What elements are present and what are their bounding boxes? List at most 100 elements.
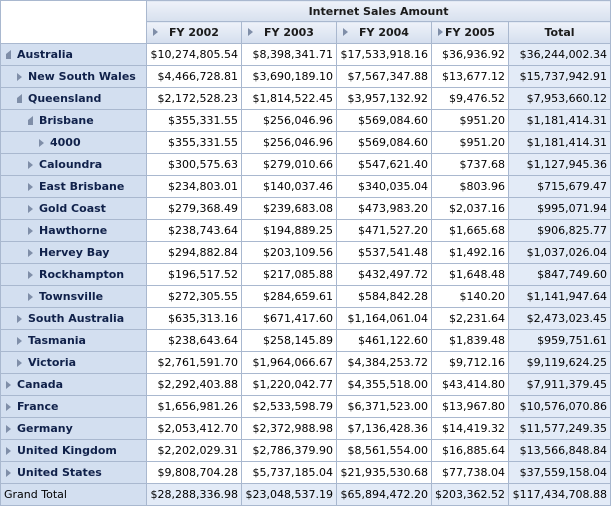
row-header-label: United States: [17, 466, 102, 479]
row-header[interactable]: 4000: [0, 131, 147, 154]
expand-arrow-icon[interactable]: [153, 28, 158, 36]
value-cell: $951.20: [431, 131, 509, 154]
row-header[interactable]: Rockhampton: [0, 263, 147, 286]
row-header-label: Hawthorne: [39, 224, 108, 237]
value-cell: $238,743.64: [146, 219, 242, 242]
value-cell: $8,398,341.71: [241, 43, 337, 66]
value-cell: $4,355,518.00: [336, 373, 432, 396]
expand-arrow-icon[interactable]: [6, 447, 11, 455]
expand-arrow-icon[interactable]: [28, 227, 33, 235]
row-header[interactable]: New South Wales: [0, 65, 147, 88]
column-header-fy-2003[interactable]: FY 2003: [241, 21, 337, 44]
value-cell: $203,362.52: [431, 483, 509, 506]
expand-arrow-icon[interactable]: [17, 73, 22, 81]
value-cell: $9,712.16: [431, 351, 509, 374]
total-cell: $1,037,026.04: [507, 241, 611, 264]
value-cell: $2,292,403.88: [146, 373, 242, 396]
expand-arrow-icon[interactable]: [28, 271, 33, 279]
row-header[interactable]: Townsville: [0, 285, 147, 308]
expand-arrow-icon[interactable]: [17, 359, 22, 367]
expand-arrow-icon[interactable]: [343, 28, 348, 36]
row-header[interactable]: South Australia: [0, 307, 147, 330]
row-header[interactable]: Australia: [0, 43, 147, 66]
collapse-arrow-icon[interactable]: [17, 93, 22, 103]
value-cell: $36,936.92: [431, 43, 509, 66]
table-row: Caloundra $300,575.63 $279,010.66 $547,621.…: [0, 153, 611, 176]
row-header[interactable]: Caloundra: [0, 153, 147, 176]
expand-arrow-icon[interactable]: [39, 139, 44, 147]
row-header[interactable]: Hawthorne: [0, 219, 147, 242]
value-cell: $2,372,988.98: [241, 417, 337, 440]
row-header-label: 4000: [50, 136, 81, 149]
row-header[interactable]: France: [0, 395, 147, 418]
row-header[interactable]: Queensland: [0, 87, 147, 110]
measure-header: Internet Sales Amount: [145, 0, 611, 22]
table-row: Canada $2,292,403.88 $1,220,042.77 $4,355,5…: [0, 373, 611, 396]
total-cell: $1,181,414.31: [507, 109, 611, 132]
table-row: Tasmania $238,643.64 $258,145.89 $461,122.6…: [0, 329, 611, 352]
total-cell: $7,953,660.12: [507, 87, 611, 110]
row-header[interactable]: United Kingdom: [0, 439, 147, 462]
expand-arrow-icon[interactable]: [438, 28, 443, 36]
value-cell: $1,814,522.45: [241, 87, 337, 110]
value-cell: $203,109.56: [241, 241, 337, 264]
row-header[interactable]: Canada: [0, 373, 147, 396]
expand-arrow-icon[interactable]: [17, 337, 22, 345]
value-cell: $256,046.96: [241, 109, 337, 132]
column-header-total[interactable]: Total: [507, 21, 611, 44]
total-cell: $11,577,249.35: [507, 417, 611, 440]
value-cell: $194,889.25: [241, 219, 337, 242]
row-header[interactable]: United States: [0, 461, 147, 484]
row-header-label: Germany: [17, 422, 73, 435]
row-header-label: Victoria: [28, 356, 77, 369]
value-cell: $140,037.46: [241, 175, 337, 198]
value-cell: $272,305.55: [146, 285, 242, 308]
value-cell: $2,037.16: [431, 197, 509, 220]
expand-arrow-icon[interactable]: [28, 205, 33, 213]
expand-arrow-icon[interactable]: [28, 183, 33, 191]
pivot-body: Australia $10,274,805.54 $8,398,341.71 $17,…: [0, 43, 611, 506]
value-cell: $1,656,981.26: [146, 395, 242, 418]
collapse-arrow-icon[interactable]: [6, 49, 11, 59]
row-header-label: New South Wales: [28, 70, 136, 83]
value-cell: $737.68: [431, 153, 509, 176]
value-cell: $1,839.48: [431, 329, 509, 352]
total-cell: $847,749.60: [507, 263, 611, 286]
expand-arrow-icon[interactable]: [6, 425, 11, 433]
row-header[interactable]: Victoria: [0, 351, 147, 374]
value-cell: $569,084.60: [336, 131, 432, 154]
value-cell: $671,417.60: [241, 307, 337, 330]
expand-arrow-icon[interactable]: [28, 249, 33, 257]
expand-arrow-icon[interactable]: [6, 403, 11, 411]
total-cell: $995,071.94: [507, 197, 611, 220]
value-cell: $256,046.96: [241, 131, 337, 154]
expand-arrow-icon[interactable]: [17, 315, 22, 323]
value-cell: $355,331.55: [146, 109, 242, 132]
column-header-fy-2004[interactable]: FY 2004: [336, 21, 432, 44]
value-cell: $471,527.20: [336, 219, 432, 242]
row-header[interactable]: Hervey Bay: [0, 241, 147, 264]
total-cell: $15,737,942.91: [507, 65, 611, 88]
expand-arrow-icon[interactable]: [6, 381, 11, 389]
expand-arrow-icon[interactable]: [28, 161, 33, 169]
total-cell: $13,566,848.84: [507, 439, 611, 462]
column-header-fy-2002[interactable]: FY 2002: [146, 21, 242, 44]
column-header-fy-2005[interactable]: FY 2005: [431, 21, 509, 44]
value-cell: $13,677.12: [431, 65, 509, 88]
row-header[interactable]: East Brisbane: [0, 175, 147, 198]
row-header[interactable]: Gold Coast: [0, 197, 147, 220]
total-cell: $9,119,624.25: [507, 351, 611, 374]
row-header-label: Australia: [17, 48, 73, 61]
value-cell: $140.20: [431, 285, 509, 308]
collapse-arrow-icon[interactable]: [28, 115, 33, 125]
value-cell: $238,643.64: [146, 329, 242, 352]
expand-arrow-icon[interactable]: [28, 293, 33, 301]
expand-arrow-icon[interactable]: [248, 28, 253, 36]
table-row: Brisbane $355,331.55 $256,046.96 $569,084.6…: [0, 109, 611, 132]
row-header[interactable]: Tasmania: [0, 329, 147, 352]
row-header[interactable]: Germany: [0, 417, 147, 440]
value-cell: $2,202,029.31: [146, 439, 242, 462]
column-header-label: FY 2004: [359, 26, 409, 39]
row-header[interactable]: Brisbane: [0, 109, 147, 132]
expand-arrow-icon[interactable]: [6, 469, 11, 477]
